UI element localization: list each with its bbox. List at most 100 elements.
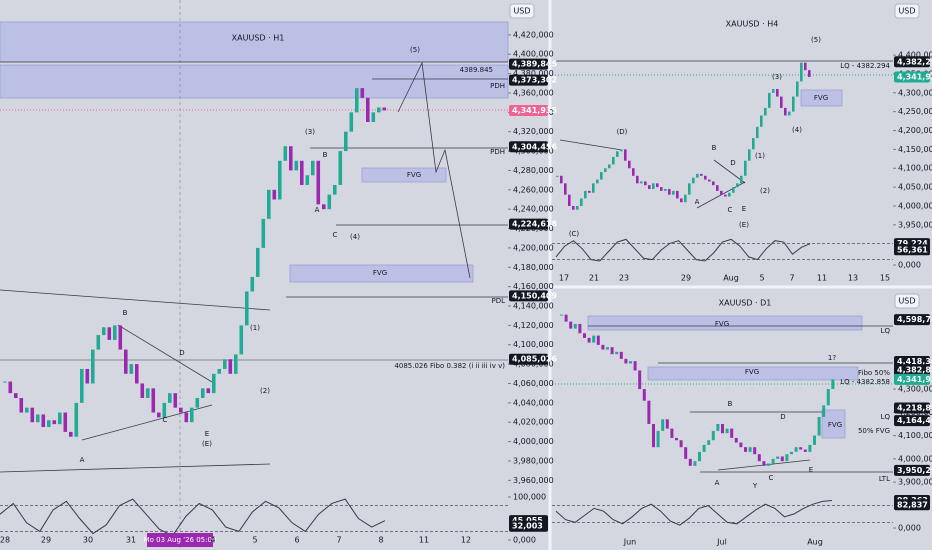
price-tag	[894, 356, 930, 368]
candle	[74, 402, 79, 437]
price-tag	[894, 71, 930, 83]
annotation: D	[780, 413, 785, 421]
annotation: C	[333, 231, 338, 239]
candle	[799, 447, 803, 450]
candle	[696, 173, 699, 178]
candle	[624, 149, 627, 161]
candle	[744, 160, 747, 176]
y-tick-label: 4,140,000	[513, 302, 554, 311]
annotation: FVG	[814, 94, 828, 102]
y-tick-label: 4,040,000	[513, 398, 554, 407]
y-tick-label: 4,360,000	[513, 88, 554, 97]
candle	[124, 349, 128, 374]
y-tick-label: 4,200,000	[513, 243, 554, 252]
candle	[223, 359, 227, 369]
x-tick-label: Aug	[807, 538, 823, 547]
oscillator-line	[0, 498, 386, 537]
candle	[740, 175, 743, 184]
candle	[668, 188, 671, 195]
candle	[267, 189, 271, 219]
candle	[195, 398, 200, 408]
candle	[300, 160, 304, 185]
x-tick-label: 7	[789, 274, 794, 283]
annotation: FVG	[715, 320, 729, 328]
candle	[129, 364, 134, 374]
candle	[568, 194, 571, 206]
candle	[228, 359, 233, 374]
candle	[63, 412, 68, 432]
candle	[753, 447, 757, 455]
candle	[748, 447, 752, 452]
candle	[289, 146, 293, 171]
candle	[724, 194, 727, 197]
candle	[638, 370, 642, 390]
candle	[157, 412, 161, 418]
candle	[47, 420, 51, 428]
candle	[107, 327, 112, 340]
candle	[3, 381, 7, 383]
candle	[8, 381, 13, 394]
candle	[692, 177, 695, 184]
candle	[14, 393, 18, 399]
candle	[712, 181, 715, 186]
drawings-h4	[552, 60, 893, 209]
annotation: PDL	[491, 297, 505, 305]
price-tag-label: 82,837	[897, 500, 928, 509]
candle	[800, 62, 803, 82]
candle	[344, 131, 348, 152]
candle	[624, 358, 628, 364]
candle	[564, 314, 568, 322]
annotation: 4085.026 Fibo 0.382 (i ii iii iv v)	[394, 362, 505, 370]
candle	[642, 389, 646, 401]
price-tag	[509, 218, 548, 230]
currency-box	[509, 3, 535, 19]
candle	[785, 454, 789, 462]
candle	[698, 451, 701, 462]
candle	[675, 437, 678, 441]
y-tick-label: 3,980,000	[513, 456, 554, 465]
candle	[596, 335, 600, 345]
candle	[803, 449, 807, 452]
candle	[704, 175, 707, 180]
candle	[382, 107, 387, 111]
x-tick-label: 12	[461, 536, 471, 545]
x-tick-label: Jun	[623, 538, 637, 547]
price-tag	[509, 104, 548, 116]
candle	[80, 368, 84, 403]
candle	[569, 321, 573, 329]
candle	[788, 111, 791, 116]
candle	[711, 430, 715, 441]
y-tick-label: 4,020,000	[513, 418, 554, 427]
y-tick-label: 4,420,000	[513, 30, 554, 39]
annotation: LQ	[881, 413, 891, 421]
annotation: (2)	[760, 187, 770, 195]
candle	[338, 151, 343, 185]
x-tick-label: 7	[336, 536, 341, 545]
candle	[30, 407, 35, 423]
candle	[629, 361, 632, 364]
candle	[652, 183, 655, 189]
price-tag-label: 4,164,465	[897, 416, 932, 425]
annotation: FVG	[407, 171, 421, 179]
price-tag	[509, 141, 548, 153]
price-tag-label: 4,341,935	[897, 375, 932, 384]
candle	[756, 126, 759, 139]
y-tick-label: 4,060,000	[513, 379, 554, 388]
price-tag	[894, 244, 930, 256]
annotation: (E)	[202, 440, 212, 448]
candle	[587, 337, 591, 343]
candle	[606, 347, 609, 350]
candle	[826, 389, 830, 406]
annotation: (5)	[410, 46, 420, 54]
price-tag-label: 32,003	[512, 522, 543, 531]
x-tick-label: 23	[619, 274, 629, 283]
price-tag	[509, 74, 548, 86]
candle	[168, 393, 172, 403]
price-tag-label: 3,950,291	[897, 466, 932, 475]
y-tick-label: 4,120,000	[513, 321, 554, 330]
candle	[700, 173, 703, 176]
price-tag-label: 4,341,935	[512, 106, 557, 115]
price-tag-label: 4,382,858	[897, 365, 932, 374]
x-tick-label: 31	[126, 536, 136, 545]
